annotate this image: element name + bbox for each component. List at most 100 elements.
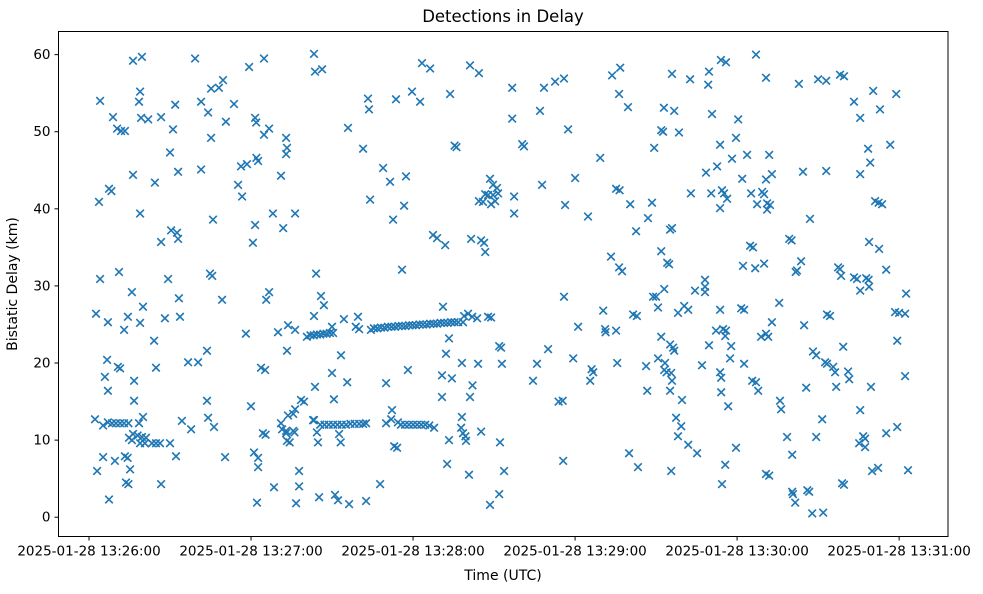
scatter-point [90,414,100,424]
scatter-point [135,87,145,96]
scatter-point [821,166,831,176]
scatter-point [418,320,428,329]
scatter-point [354,419,364,429]
scatter-point [788,489,798,499]
scatter-point [671,413,681,423]
scatter-point [134,97,144,107]
scatter-point [437,392,447,402]
scatter-point [135,209,145,218]
scatter-point [408,320,417,330]
scatter-point [748,243,758,252]
scatter-point [156,112,166,122]
scatter-point [288,409,298,419]
scatter-point [667,223,677,233]
scatter-point [415,97,425,107]
scatter-point [864,237,874,247]
scatter-point [444,435,454,445]
scatter-point [844,374,854,384]
scatter-point [336,350,346,360]
scatter-point [614,89,624,99]
scatter-point [651,292,661,302]
scatter-point [394,321,403,331]
scatter-point [375,479,385,489]
scatter-point [425,64,435,73]
scatter-point [412,420,422,430]
scatter-point [290,428,299,437]
scatter-point [722,194,732,204]
scatter-point [98,421,108,430]
scatter-point [138,412,148,422]
scatter-point [249,448,259,457]
scatter-point [692,448,702,458]
scatter-point [493,189,503,198]
scatter-point [281,133,291,143]
scatter-point [165,438,175,448]
scatter-point [424,421,434,430]
chart-title: Detections in Delay [422,7,584,26]
scatter-point [739,305,749,315]
scatter-point [615,185,624,195]
scatter-point [617,266,627,276]
scatter-point [813,74,823,84]
scatter-point [664,259,674,269]
scatter-point [465,392,475,402]
scatter-point [202,396,212,406]
scatter-point [259,54,269,63]
scatter-point [900,371,910,381]
y-axis-label: Bistatic Delay (km) [5,217,21,351]
scatter-point [666,368,676,378]
scatter-point [615,63,625,73]
scatter-point [365,195,375,204]
y-ticks: 0 10 20 30 40 50 60 [33,47,59,526]
scatter-point [750,263,760,273]
scatter-point [831,382,841,392]
scatter-point [839,71,849,81]
scatter-point [715,305,725,315]
scatter-point [624,448,634,458]
scatter-point [854,438,864,448]
scatter-point [327,368,337,378]
scatter-point [369,323,379,333]
scatter-point [712,162,722,171]
scatter-point [479,238,489,248]
y-tick-label: 50 [33,124,50,140]
scatter-point [568,354,578,363]
scatter-point [509,209,519,218]
scatter-point [881,428,891,438]
scatter-point [673,308,683,318]
scatter-point [611,326,621,335]
scatter-point [160,313,170,323]
scatter-point [386,414,396,424]
scatter-point [737,174,747,184]
scatter-point [864,282,874,292]
scatter-point [647,198,657,208]
scatter-point [528,376,538,386]
scatter-point [719,189,729,198]
scatter-point [311,269,321,278]
scatter-point [900,309,910,319]
scatter-point [278,223,288,233]
scatter-point [467,312,477,322]
scatter-point [174,293,184,303]
scatter-point [697,360,707,370]
scatter-point [539,83,549,93]
scatter-point [612,358,622,368]
scatter-point [855,113,865,123]
scatter-point [358,419,368,429]
axes-frame [58,31,949,537]
scatter-point [391,94,401,104]
scatter-point [291,498,301,508]
scatter-point [276,418,286,428]
scatter-point [461,436,471,446]
scatter-point [173,167,183,177]
scatter-point [874,244,884,254]
scatter-point [669,346,679,356]
scatter-point [509,192,519,201]
scatter-point [595,153,605,163]
scatter-point [497,359,507,369]
scatter-point [468,381,477,390]
scatter-point [354,324,364,334]
scatter-point [246,401,256,411]
scatter-point [309,311,319,321]
